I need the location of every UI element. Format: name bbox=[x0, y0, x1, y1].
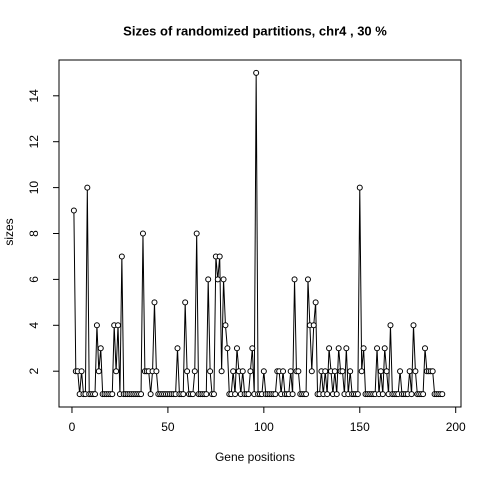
data-point bbox=[245, 391, 252, 398]
data-point bbox=[289, 391, 296, 398]
data-point bbox=[247, 368, 254, 375]
data-point bbox=[335, 345, 342, 352]
x-tick-label: 150 bbox=[350, 420, 370, 434]
data-point bbox=[220, 276, 227, 283]
data-point bbox=[260, 368, 267, 375]
data-point bbox=[439, 391, 446, 398]
data-point bbox=[180, 391, 187, 398]
data-point bbox=[189, 391, 196, 398]
y-tick-label: 14 bbox=[27, 89, 41, 103]
data-point bbox=[93, 322, 100, 329]
data-point bbox=[287, 368, 294, 375]
data-point bbox=[387, 322, 394, 329]
data-point bbox=[360, 345, 367, 352]
data-point bbox=[233, 345, 240, 352]
data-point bbox=[420, 391, 427, 398]
y-tick-label: 4 bbox=[27, 322, 41, 329]
data-point bbox=[222, 322, 229, 329]
data-point bbox=[147, 391, 154, 398]
data-point bbox=[249, 345, 256, 352]
data-point bbox=[331, 368, 338, 375]
data-point bbox=[408, 391, 415, 398]
data-point bbox=[322, 368, 329, 375]
y-tick-label: 12 bbox=[27, 135, 41, 149]
y-tick-label: 10 bbox=[27, 181, 41, 195]
data-point bbox=[304, 276, 311, 283]
data-point bbox=[218, 368, 225, 375]
data-point bbox=[113, 368, 120, 375]
data-point bbox=[379, 391, 386, 398]
data-point bbox=[239, 368, 246, 375]
data-point bbox=[91, 391, 98, 398]
data-point bbox=[291, 276, 298, 283]
data-point bbox=[303, 391, 310, 398]
data-point bbox=[203, 391, 210, 398]
data-point bbox=[191, 368, 198, 375]
data-point bbox=[184, 368, 191, 375]
data-point bbox=[151, 299, 158, 306]
y-tick-label: 2 bbox=[27, 368, 41, 375]
y-tick-label: 6 bbox=[27, 276, 41, 283]
data-point bbox=[230, 368, 237, 375]
data-point bbox=[397, 368, 404, 375]
x-tick-label: 50 bbox=[161, 420, 175, 434]
data-point bbox=[210, 391, 217, 398]
data-point bbox=[377, 368, 384, 375]
data-point bbox=[224, 345, 231, 352]
data-point bbox=[153, 368, 160, 375]
data-point bbox=[207, 368, 214, 375]
data-point bbox=[70, 207, 77, 214]
data-point bbox=[118, 253, 125, 260]
data-point bbox=[310, 322, 317, 329]
data-point bbox=[272, 391, 279, 398]
data-point bbox=[295, 368, 302, 375]
data-point bbox=[193, 230, 200, 237]
data-point bbox=[214, 276, 221, 283]
data-point bbox=[326, 345, 333, 352]
data-point bbox=[174, 345, 181, 352]
data-point bbox=[84, 184, 91, 191]
data-point bbox=[333, 391, 340, 398]
data-point bbox=[343, 345, 350, 352]
x-tick-label: 200 bbox=[446, 420, 466, 434]
chart-title: Sizes of randomized partitions, chr4 , 3… bbox=[123, 23, 387, 38]
data-point bbox=[354, 391, 361, 398]
data-point bbox=[339, 368, 346, 375]
data-point bbox=[253, 69, 260, 76]
data-point bbox=[374, 345, 381, 352]
data-point bbox=[97, 345, 104, 352]
data-point bbox=[232, 391, 239, 398]
data-point bbox=[308, 368, 315, 375]
x-tick-label: 0 bbox=[69, 420, 76, 434]
data-point bbox=[381, 345, 388, 352]
data-point bbox=[406, 368, 413, 375]
data-point bbox=[78, 368, 85, 375]
data-point bbox=[95, 368, 102, 375]
data-point bbox=[324, 391, 331, 398]
data-point bbox=[115, 322, 122, 329]
y-axis-label: sizes bbox=[2, 218, 16, 245]
data-point bbox=[216, 253, 223, 260]
data-point bbox=[182, 299, 189, 306]
data-point bbox=[410, 322, 417, 329]
data-point bbox=[429, 368, 436, 375]
data-point bbox=[356, 184, 363, 191]
x-tick-label: 100 bbox=[254, 420, 274, 434]
data-point bbox=[422, 345, 429, 352]
data-point bbox=[280, 368, 287, 375]
data-point bbox=[205, 276, 212, 283]
x-axis-label: Gene positions bbox=[215, 450, 295, 464]
data-point bbox=[412, 368, 419, 375]
y-tick-label: 8 bbox=[27, 230, 41, 237]
data-point bbox=[139, 230, 146, 237]
data-point bbox=[109, 391, 116, 398]
data-point bbox=[347, 368, 354, 375]
data-point bbox=[358, 368, 365, 375]
data-point bbox=[312, 299, 319, 306]
data-point bbox=[383, 368, 390, 375]
data-point bbox=[138, 391, 145, 398]
